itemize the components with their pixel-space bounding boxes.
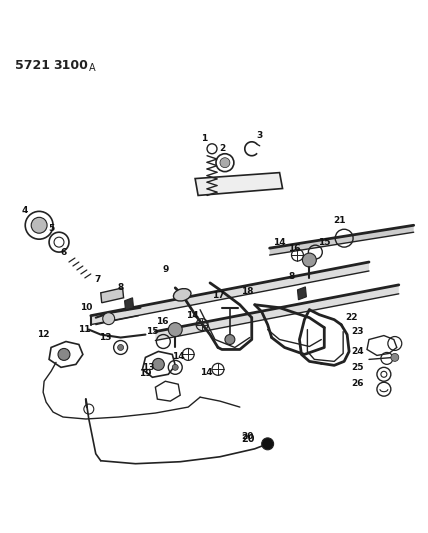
Text: A: A: [89, 63, 95, 73]
Polygon shape: [91, 262, 369, 325]
Polygon shape: [125, 298, 134, 311]
Text: 26: 26: [351, 379, 363, 387]
Text: 17: 17: [212, 292, 224, 300]
Text: 14: 14: [186, 311, 199, 320]
Text: 20: 20: [241, 434, 255, 444]
Text: 13: 13: [142, 363, 155, 372]
Text: 16: 16: [156, 317, 169, 326]
Circle shape: [168, 322, 182, 336]
Circle shape: [172, 365, 178, 370]
Text: 19: 19: [139, 369, 152, 378]
Text: 18: 18: [241, 287, 254, 296]
Text: 14: 14: [200, 368, 212, 377]
Ellipse shape: [173, 288, 191, 301]
Circle shape: [225, 335, 235, 344]
Text: 11: 11: [77, 325, 90, 334]
Text: 2: 2: [219, 144, 225, 154]
Text: 5: 5: [48, 224, 54, 233]
Polygon shape: [297, 287, 306, 300]
Circle shape: [207, 144, 217, 154]
Circle shape: [152, 358, 164, 370]
Text: 3100: 3100: [53, 59, 88, 72]
Text: 21: 21: [333, 216, 345, 225]
Text: 22: 22: [345, 313, 357, 322]
Text: 24: 24: [351, 347, 363, 356]
Text: 6: 6: [61, 248, 67, 256]
Text: 8: 8: [117, 284, 124, 293]
Polygon shape: [195, 173, 282, 196]
Circle shape: [31, 217, 47, 233]
Text: 16: 16: [288, 244, 301, 253]
Text: 15: 15: [318, 238, 330, 247]
Circle shape: [391, 353, 399, 361]
Text: 4: 4: [22, 206, 28, 215]
Circle shape: [220, 158, 230, 168]
Text: 12: 12: [37, 330, 49, 339]
Text: 9: 9: [162, 265, 169, 274]
Text: 20: 20: [241, 432, 254, 441]
Circle shape: [103, 313, 115, 325]
Circle shape: [25, 212, 53, 239]
Text: 8: 8: [288, 272, 294, 281]
Circle shape: [58, 349, 70, 360]
Text: 3: 3: [256, 131, 263, 140]
Polygon shape: [270, 225, 414, 255]
Text: 14: 14: [273, 238, 286, 247]
Text: 5721: 5721: [15, 59, 51, 72]
Polygon shape: [101, 288, 124, 303]
Text: 1: 1: [201, 134, 207, 143]
Text: 15: 15: [146, 327, 159, 336]
Text: 10: 10: [80, 303, 92, 312]
Circle shape: [49, 232, 69, 252]
Text: 23: 23: [351, 327, 363, 336]
Text: 14: 14: [172, 352, 184, 361]
Circle shape: [303, 253, 316, 267]
Circle shape: [262, 438, 273, 450]
Text: 13: 13: [99, 333, 112, 342]
Text: 25: 25: [351, 363, 363, 372]
Text: 7: 7: [95, 276, 101, 285]
Polygon shape: [155, 285, 399, 341]
Circle shape: [216, 154, 234, 172]
Circle shape: [118, 344, 124, 351]
